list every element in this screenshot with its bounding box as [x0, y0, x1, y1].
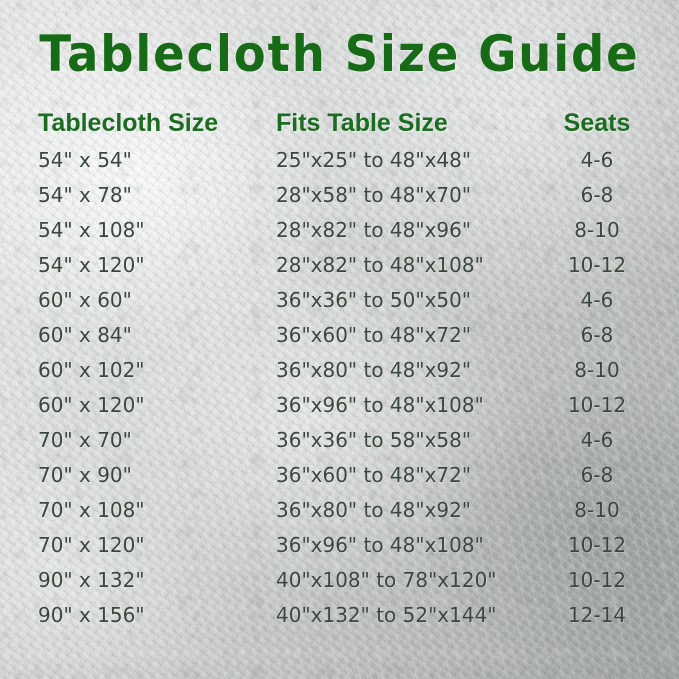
- cell-size: 90" x 156": [38, 602, 145, 627]
- cell-fits: 36"x36" to 58"x58": [276, 427, 472, 452]
- cell-fits: 36"x80" to 48"x92": [276, 357, 472, 382]
- cell-fits: 36"x96" to 48"x108": [276, 392, 484, 417]
- cell-seats: 8-10: [574, 497, 620, 522]
- table-row: 90" x 156" 40"x132" to 52"x144" 12-14: [38, 597, 646, 632]
- table-row: 90" x 132" 40"x108" to 78"x120" 10-12: [38, 562, 646, 597]
- table-row: 60" x 60" 36"x36" to 50"x50" 4-6: [38, 282, 646, 317]
- table-row: 54" x 78" 28"x58" to 48"x70" 6-8: [38, 177, 646, 212]
- table-row: 70" x 70" 36"x36" to 58"x58" 4-6: [38, 422, 646, 457]
- cell-seats: 10-12: [567, 567, 627, 592]
- table-row: 60" x 102" 36"x80" to 48"x92" 8-10: [38, 352, 646, 387]
- column-header-fits-table-size: Fits Table Size: [276, 108, 448, 137]
- cell-size: 54" x 120": [38, 252, 145, 277]
- table-row: 60" x 120" 36"x96" to 48"x108" 10-12: [38, 387, 646, 422]
- table-row: 54" x 108" 28"x82" to 48"x96" 8-10: [38, 212, 646, 247]
- cell-seats: 12-14: [567, 602, 627, 627]
- cell-size: 70" x 120": [38, 532, 145, 557]
- cell-seats: 4-6: [580, 147, 614, 172]
- table-row: 70" x 90" 36"x60" to 48"x72" 6-8: [38, 457, 646, 492]
- cell-fits: 36"x60" to 48"x72": [276, 322, 472, 347]
- cell-size: 54" x 108": [38, 217, 145, 242]
- cell-size: 60" x 60": [38, 287, 132, 312]
- cell-size: 54" x 54": [38, 147, 132, 172]
- cell-size: 70" x 70": [38, 427, 132, 452]
- cell-seats: 10-12: [567, 532, 627, 557]
- cell-seats: 6-8: [580, 322, 614, 347]
- table-row: 70" x 120" 36"x96" to 48"x108" 10-12: [38, 527, 646, 562]
- cell-size: 60" x 120": [38, 392, 145, 417]
- cell-fits: 36"x36" to 50"x50": [276, 287, 472, 312]
- table-row: 54" x 120" 28"x82" to 48"x108" 10-12: [38, 247, 646, 282]
- table-header-row: Tablecloth Size Fits Table Size Seats: [38, 104, 646, 142]
- table-header: Tablecloth Size Fits Table Size Seats: [38, 104, 646, 142]
- cell-fits: 36"x96" to 48"x108": [276, 532, 484, 557]
- cell-seats: 4-6: [580, 287, 614, 312]
- cell-seats: 10-12: [567, 392, 627, 417]
- table-row: 54" x 54" 25"x25" to 48"x48" 4-6: [38, 142, 646, 177]
- cell-fits: 36"x60" to 48"x72": [276, 462, 472, 487]
- cell-fits: 36"x80" to 48"x92": [276, 497, 472, 522]
- cell-fits: 25"x25" to 48"x48": [276, 147, 472, 172]
- cell-seats: 8-10: [574, 357, 620, 382]
- cell-size: 70" x 108": [38, 497, 145, 522]
- cell-size: 60" x 102": [38, 357, 145, 382]
- cell-seats: 8-10: [574, 217, 620, 242]
- cell-size: 90" x 132": [38, 567, 145, 592]
- cell-seats: 4-6: [580, 427, 614, 452]
- cell-seats: 6-8: [580, 462, 614, 487]
- cell-seats: 6-8: [580, 182, 614, 207]
- size-chart-table: Tablecloth Size Fits Table Size Seats 54…: [38, 104, 646, 632]
- cell-size: 70" x 90": [38, 462, 132, 487]
- column-header-seats: Seats: [563, 108, 631, 137]
- cell-seats: 10-12: [567, 252, 627, 277]
- table-body: 54" x 54" 25"x25" to 48"x48" 4-6 54" x 78" 2…: [38, 142, 646, 632]
- page-title: Tablecloth Size Guide: [39, 25, 640, 83]
- cell-fits: 40"x108" to 78"x120": [276, 567, 497, 592]
- cell-size: 60" x 84": [38, 322, 132, 347]
- cell-fits: 40"x132" to 52"x144": [276, 602, 497, 627]
- cell-fits: 28"x82" to 48"x96": [276, 217, 472, 242]
- column-header-tablecloth-size: Tablecloth Size: [38, 108, 219, 137]
- table-row: 70" x 108" 36"x80" to 48"x92" 8-10: [38, 492, 646, 527]
- cell-size: 54" x 78": [38, 182, 132, 207]
- cell-fits: 28"x82" to 48"x108": [276, 252, 484, 277]
- table-row: 60" x 84" 36"x60" to 48"x72" 6-8: [38, 317, 646, 352]
- cell-fits: 28"x58" to 48"x70": [276, 182, 472, 207]
